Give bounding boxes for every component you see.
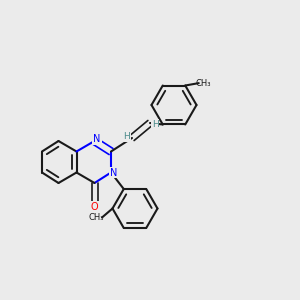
Text: CH₃: CH₃: [89, 213, 104, 222]
Text: CH₃: CH₃: [196, 79, 211, 88]
Text: O: O: [91, 202, 98, 212]
Text: N: N: [110, 167, 118, 178]
Text: H: H: [152, 120, 159, 129]
Text: N: N: [93, 134, 100, 144]
Text: H: H: [123, 132, 130, 141]
